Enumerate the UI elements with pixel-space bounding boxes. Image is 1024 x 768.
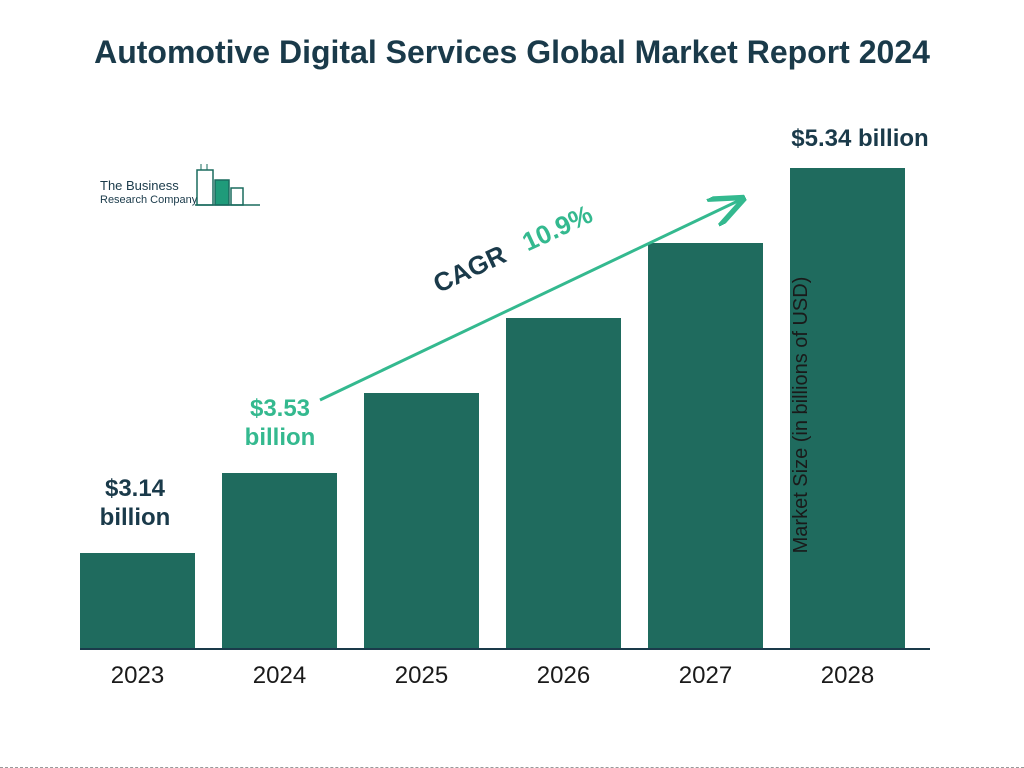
bar-chart: 2023 2024 2025 2026 2027 2028 $3.14billi… bbox=[80, 140, 930, 690]
y-axis-label: Market Size (in billions of USD) bbox=[790, 277, 813, 554]
chart-title: Automotive Digital Services Global Marke… bbox=[0, 32, 1024, 72]
